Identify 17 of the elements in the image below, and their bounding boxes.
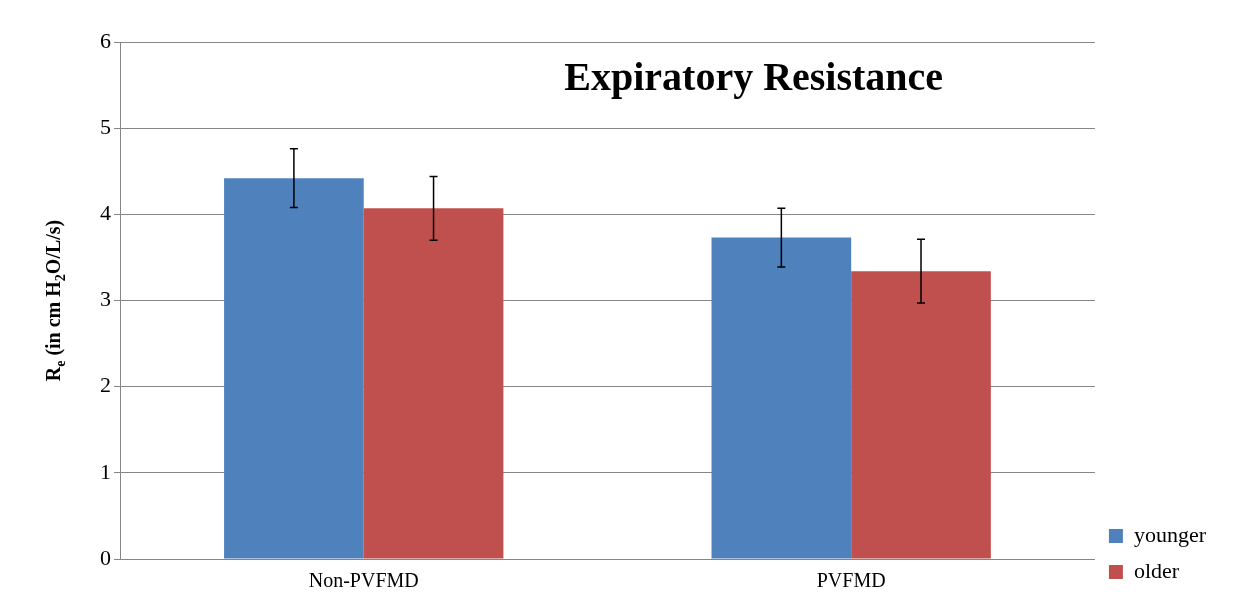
y-tick-label: 4 xyxy=(100,200,111,226)
y-tick-label: 0 xyxy=(100,544,111,570)
x-tick-label: Non-PVFMD xyxy=(308,569,419,592)
y-tick-label: 3 xyxy=(100,286,111,312)
chart-title: Expiratory Resistance xyxy=(564,54,944,100)
bar xyxy=(711,237,852,559)
y-tick-label: 2 xyxy=(100,372,111,398)
y-axis-title: Re (in cm H2O/L/s) xyxy=(42,219,68,382)
bar xyxy=(363,208,504,559)
x-tick-label: PVFMD xyxy=(816,569,886,592)
bar xyxy=(851,271,991,559)
y-tick-label: 6 xyxy=(100,27,111,53)
y-tick-label: 1 xyxy=(100,458,111,484)
legend-label: older xyxy=(1133,557,1180,583)
y-tick-label: 5 xyxy=(100,113,111,139)
bar xyxy=(224,178,364,559)
legend-label: younger xyxy=(1133,521,1207,547)
